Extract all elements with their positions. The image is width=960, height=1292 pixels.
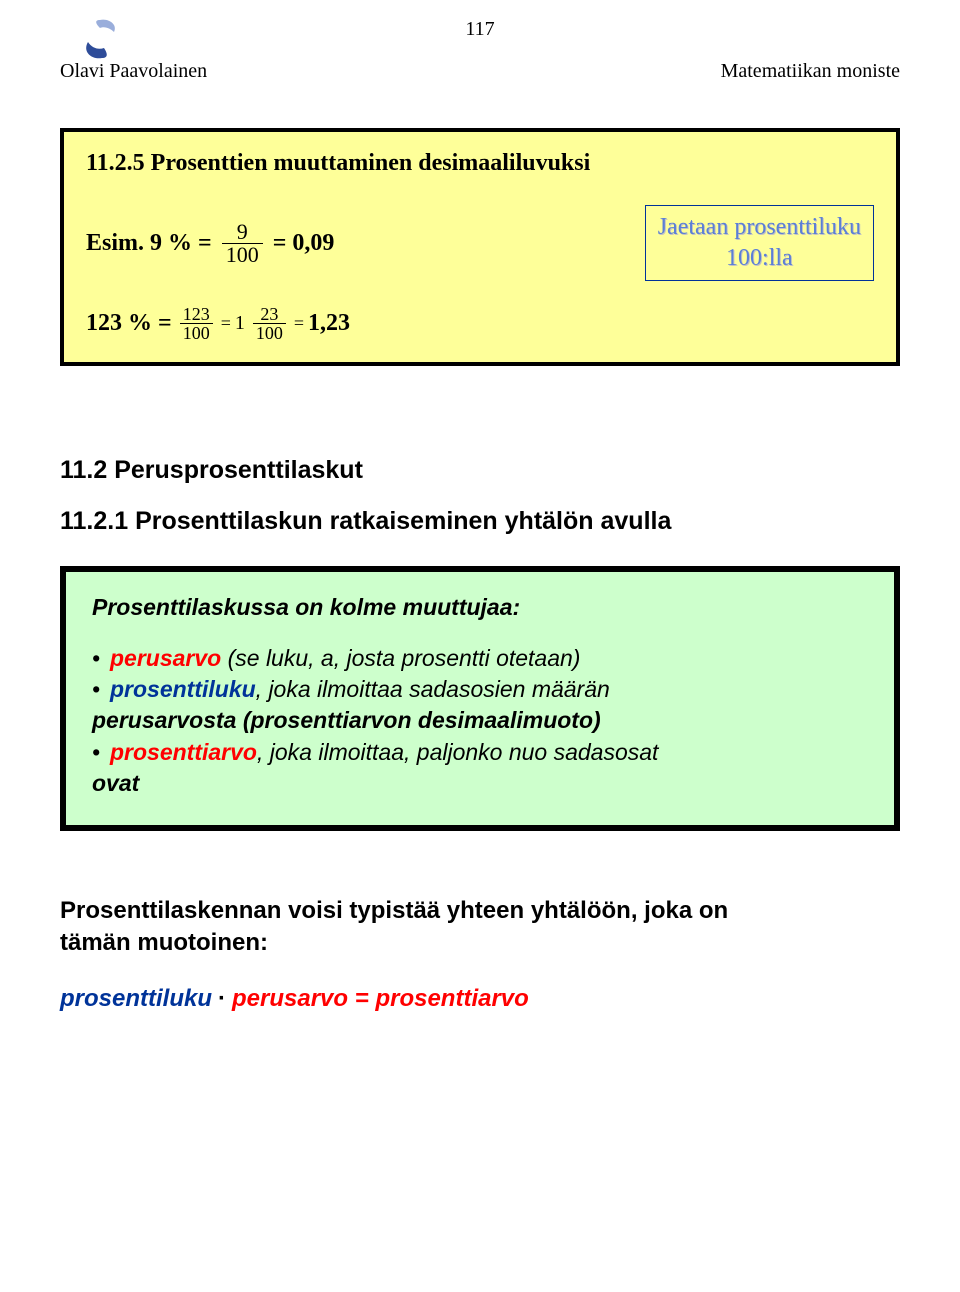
bottom-line2: tämän muotoinen: xyxy=(60,929,268,956)
list-continuation: perusarvosta (prosenttiarvon desimaalimu… xyxy=(92,705,868,736)
bottom-paragraph: Prosenttilaskennan voisi typistää yhteen… xyxy=(60,895,900,960)
green-definition-box: Prosenttilaskussa on kolme muuttujaa: pe… xyxy=(60,566,900,830)
bottom-line1: Prosenttilaskennan voisi typistää yhteen… xyxy=(60,897,728,924)
example2-frac2: 23 100 xyxy=(253,305,286,342)
example-2: 123 % = 123 100 = 1 23 100 = 1,23 xyxy=(86,305,874,342)
example2-prefix: 123 % = xyxy=(86,310,172,337)
example2-frac1: 123 100 xyxy=(180,305,213,342)
term-perusarvo: perusarvo xyxy=(110,645,221,671)
frac-num: 23 xyxy=(257,305,281,323)
eq-equals: = xyxy=(348,985,375,1012)
jaetaan-line1: Jaetaan prosenttiluku xyxy=(658,212,861,243)
term-rest: (se luku, a, josta prosentti otetaan) xyxy=(221,645,580,671)
page-number: 117 xyxy=(0,18,960,41)
frac-num: 9 xyxy=(233,221,252,243)
frac-den: 100 xyxy=(222,243,263,266)
header-author: Olavi Paavolainen xyxy=(60,60,207,83)
logo-icon xyxy=(78,18,126,60)
jaetaan-callout: Jaetaan prosenttiluku 100:lla xyxy=(645,205,874,281)
example-row-1: Esim. 9 % = 9 100 = 0,09 Jaetaan prosent… xyxy=(86,205,874,281)
header-subject: Matematiikan moniste xyxy=(721,60,900,83)
eq-perusarvo: perusarvo xyxy=(232,985,348,1012)
green-box-title: Prosenttilaskussa on kolme muuttujaa: xyxy=(92,594,868,621)
green-bullet-list: perusarvo (se luku, a, josta prosentti o… xyxy=(92,643,868,705)
term-rest: , joka ilmoittaa, paljonko nuo sadasosat xyxy=(257,739,658,765)
term-prosenttiarvo: prosenttiarvo xyxy=(110,739,257,765)
yellow-box-title: 11.2.5 Prosenttien muuttaminen desimaali… xyxy=(86,150,874,177)
equation-line: prosenttiluku·perusarvo = prosenttiarvo xyxy=(60,985,900,1013)
frac-den: 100 xyxy=(180,323,213,342)
sub-heading: 11.2.1 Prosenttilaskun ratkaiseminen yht… xyxy=(60,507,900,536)
jaetaan-line2: 100:lla xyxy=(658,243,861,274)
list-item: perusarvo (se luku, a, josta prosentti o… xyxy=(92,643,868,674)
list-item: prosenttiluku, joka ilmoittaa sadasosien… xyxy=(92,674,868,705)
section-heading: 11.2 Perusprosenttilaskut xyxy=(60,456,900,485)
page-content: 11.2.5 Prosenttien muuttaminen desimaali… xyxy=(60,120,900,1013)
eq2: = xyxy=(294,313,304,334)
list-item: prosenttiarvo, joka ilmoittaa, paljonko … xyxy=(92,737,868,768)
green-bullet-list-2: prosenttiarvo, joka ilmoittaa, paljonko … xyxy=(92,737,868,768)
example2-result: 1,23 xyxy=(308,310,350,337)
term-prosenttiluku: prosenttiluku xyxy=(110,676,256,702)
eq1: = xyxy=(221,313,231,334)
term-rest: , joka ilmoittaa sadasosien määrän xyxy=(256,676,610,702)
frac-num: 123 xyxy=(180,305,213,323)
list-continuation: ovat xyxy=(92,768,868,799)
whole-part: 1 xyxy=(235,312,245,335)
frac-den: 100 xyxy=(253,323,286,342)
dot-icon: · xyxy=(212,985,232,1012)
example1-fraction: 9 100 xyxy=(222,221,263,266)
example-1: Esim. 9 % = 9 100 = 0,09 xyxy=(86,221,334,266)
yellow-definition-box: 11.2.5 Prosenttien muuttaminen desimaali… xyxy=(60,128,900,366)
example1-suffix: = 0,09 xyxy=(273,230,335,257)
eq-prosenttiluku: prosenttiluku xyxy=(60,985,212,1012)
eq-prosenttiarvo: prosenttiarvo xyxy=(375,985,528,1012)
example1-prefix: Esim. 9 % = xyxy=(86,230,212,257)
